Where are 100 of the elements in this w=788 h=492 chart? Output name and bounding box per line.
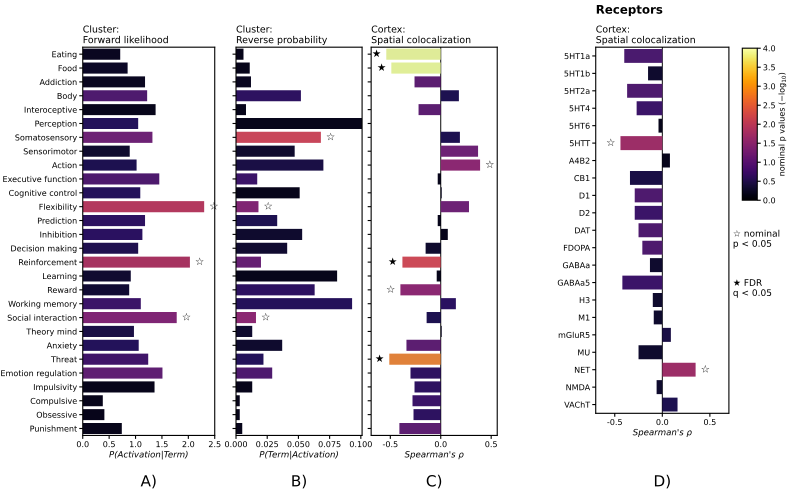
x-tick-label: 0.025 [256,441,278,448]
text: A) [140,474,156,488]
x-tick-label: 0.0 [434,441,447,448]
y-tick-label: Anxiety [46,342,77,350]
x-tick-label: 0.100 [350,441,372,448]
color-bar-label: 3.5 [763,64,775,70]
text: ★ FDR q < 0.05 [733,279,772,298]
y-tick-label: Eating [52,51,76,59]
annotation: ★ [376,354,384,362]
y-tick-label: FDOPA [564,244,590,251]
y-tick-label: Flexibility [40,204,77,212]
x-axis-title: Spearman's ρ [632,428,692,438]
color-bar-label: 2.0 [763,121,776,128]
y-tick-label: Social interaction [8,314,76,321]
annotation: ☆ [264,202,272,210]
annotation: ★ [378,63,386,71]
y-tick-label: A4B2 [568,158,590,164]
chart-title: Cortex: Spatial colocalization [372,25,470,46]
x-tick-label: -0.5 [382,441,398,448]
y-tick-label: Body [58,92,77,100]
text: C) [426,474,442,488]
y-tick-label: 5HT1b [564,70,590,77]
text: ☆ nominal p < 0.05 [733,230,780,249]
annotation: ☆ [701,365,710,373]
text: B) [292,474,306,488]
x-tick-label: 0.5 [103,441,115,448]
y-tick-label: Impulsivity [34,384,77,392]
chart-title: Cluster: Forward likelihood [83,25,168,44]
chart-title: Receptors [596,5,662,16]
y-tick-label: MU [578,349,590,356]
y-tick-label: 5HT4 [570,105,590,112]
color-bar-label: 0.0 [763,197,776,204]
x-tick-label: 0.5 [704,418,716,426]
y-tick-label: Obsessive [36,412,77,418]
annotation: ☆ [326,132,335,140]
color-bar-label: 0.5 [763,178,775,184]
x-tick-label: 0.050 [287,441,310,448]
x-axis-title: P(Activation|Term) [109,450,188,460]
x-tick-label: 0.0 [76,441,89,448]
annotation: ☆ [486,160,494,168]
x-axis-title: P(Term|Activation) [260,450,338,460]
chart-title: Cluster: Reverse probability [236,25,328,46]
x-tick-label: -0.5 [607,418,622,426]
y-tick-label: Food [58,64,76,72]
y-tick-label: NMDA [566,384,590,390]
y-tick-label: 5HT2a [564,88,590,94]
y-tick-label: Reinforcement [19,259,77,266]
y-tick-label: VAChT [564,402,590,408]
y-tick-label: D1 [580,192,590,198]
y-tick-label: Executive function [3,176,76,182]
y-tick-label: Perception [35,120,76,128]
y-tick-label: Reward [48,286,76,294]
x-tick-label: 0.000 [225,441,247,448]
y-tick-label: Sensorimotor [24,148,78,154]
y-tick-label: M1 [578,314,590,320]
y-tick-label: mGluR5 [558,332,590,338]
color-bar-label: 4.0 [763,45,776,52]
x-axis-title: Spearman's ρ [404,451,464,460]
annotation: ☆ [182,312,190,320]
y-tick-label: Action [52,162,76,168]
color-bar-label: 1.0 [764,159,776,166]
y-tick-label: H3 [580,297,590,304]
x-tick-label: 1.0 [130,441,142,448]
x-tick-label: 2.5 [208,441,220,448]
x-tick-label: 2.0 [182,441,194,448]
color-bar-label: 3.0 [763,83,776,90]
annotation: ☆ [262,312,270,320]
y-tick-label: Working memory [8,300,77,308]
y-tick-label: GABAa5 [558,280,590,286]
y-tick-label: GABAa [562,262,590,268]
y-tick-label: D2 [580,210,590,216]
annotation: ☆ [606,138,615,146]
y-tick-label: Cognitive control [9,190,76,198]
chart-subtitle: Cortex: Spatial colocalization [596,25,695,46]
annotation: ☆ [196,257,204,266]
y-tick-label: 5HTT [570,140,590,146]
annotation: ★ [372,50,381,58]
y-tick-label: Inhibition [40,231,76,238]
y-tick-label: Addiction [40,78,76,86]
color-bar-label: 1.5 [764,140,775,146]
annotation: ☆ [386,285,395,293]
y-tick-label: Decision making [11,245,76,253]
color-bar-title: nominal p values (−log$_{10}$) [778,72,786,176]
y-tick-label: Threat [50,356,77,362]
x-tick-label: 0.0 [656,418,668,426]
y-tick-label: NET [574,366,590,373]
y-tick-label: Learning [43,272,76,281]
y-tick-label: CB1 [574,175,590,182]
y-tick-label: 5HT6 [570,122,590,129]
y-tick-label: 5HT1a [564,53,590,60]
color-bar-label: 2.5 [763,102,775,108]
y-tick-label: Prediction [38,217,76,224]
x-tick-label: 1.5 [156,441,168,448]
y-tick-label: DAT [575,227,590,234]
y-tick-label: Theory mind [26,328,76,336]
y-tick-label: Compulsive [30,398,77,406]
annotation: ★ [388,257,397,266]
x-tick-label: 0.5 [485,441,497,448]
y-tick-label: Emotion regulation [1,370,76,378]
text: D) [654,474,670,488]
